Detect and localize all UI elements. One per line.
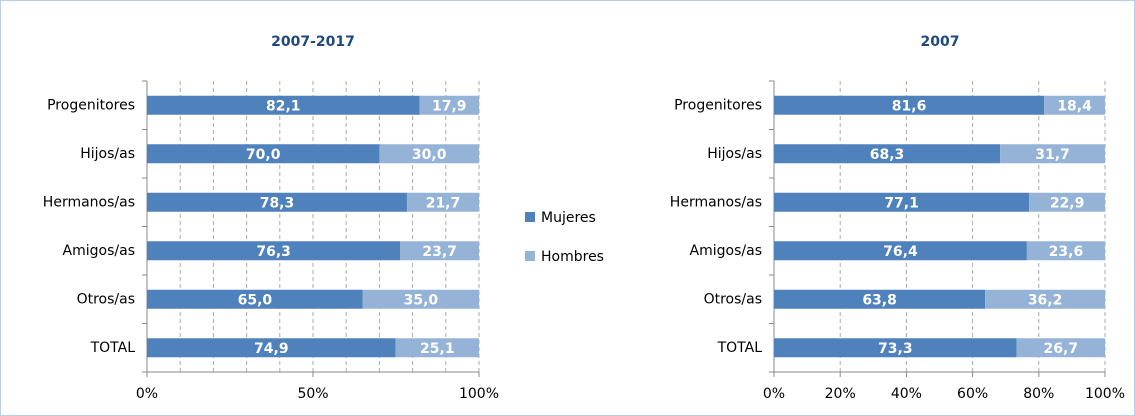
value-label: 36,2 [1028,292,1063,308]
legend-label: Mujeres [541,210,596,226]
y-tick-label: Hijos/as [80,146,135,162]
bar [147,144,380,164]
y-tick-label: Hermanos/as [670,194,762,210]
bar [147,192,407,212]
x-tick-label: 20% [825,386,856,402]
bar [774,241,1027,261]
value-label: 31,7 [1035,147,1070,163]
value-label: 22,9 [1050,195,1085,211]
y-tick-label: Otros/as [704,291,762,307]
x-tick-label: 100% [1085,386,1125,402]
bar [395,338,479,358]
y-tick-label: TOTAL [717,340,763,356]
value-label: 78,3 [260,195,295,211]
bar [774,95,1045,115]
value-label: 23,7 [422,244,457,260]
value-label: 35,0 [404,292,439,308]
bar [774,338,1017,358]
legend-label: Hombres [541,249,604,265]
bar [147,241,401,261]
value-label: 73,3 [878,341,913,357]
value-label: 18,4 [1057,98,1092,114]
x-tick-label: 100% [459,386,499,402]
bar [147,338,396,358]
bar [774,192,1030,212]
value-label: 74,9 [254,341,289,357]
bar [1016,338,1105,358]
y-tick-label: Progenitores [47,97,135,113]
chart-title: 2007-2017 [271,34,355,50]
value-label: 63,8 [862,292,897,308]
y-tick-label: Hermanos/as [43,194,135,210]
legend-swatch [525,251,535,261]
value-label: 82,1 [266,98,301,114]
bar [1044,95,1105,115]
bar [1026,241,1105,261]
bar [379,144,479,164]
bar [1000,144,1105,164]
y-tick-label: Amigos/as [690,243,762,259]
bar [362,289,479,309]
bar [985,289,1105,309]
x-tick-label: 0% [763,386,785,402]
bar [400,241,479,261]
legend-swatch [525,212,535,222]
x-tick-label: 40% [891,386,922,402]
value-label: 21,7 [426,195,461,211]
y-tick-label: Progenitores [674,97,762,113]
value-label: 25,1 [420,341,455,357]
value-label: 26,7 [1044,341,1079,357]
bar [406,192,479,212]
y-tick-label: Amigos/as [63,243,135,259]
value-label: 23,6 [1049,244,1084,260]
x-tick-label: 0% [136,386,158,402]
y-tick-label: Hijos/as [707,146,762,162]
bar [147,289,363,309]
value-label: 68,3 [870,147,905,163]
value-label: 81,6 [892,98,927,114]
value-label: 77,1 [884,195,919,211]
bar [774,289,986,309]
x-tick-label: 60% [957,386,988,402]
y-tick-label: TOTAL [90,340,136,356]
value-label: 70,0 [246,147,281,163]
y-tick-label: Otros/as [77,291,135,307]
value-label: 30,0 [412,147,447,163]
chart-title: 2007 [921,34,960,50]
value-label: 65,0 [238,292,273,308]
value-label: 17,9 [432,98,467,114]
x-tick-label: 80% [1023,386,1054,402]
x-tick-label: 50% [297,386,328,402]
value-label: 76,3 [256,244,291,260]
bar [774,144,1001,164]
bar [1029,192,1105,212]
bar [419,95,479,115]
value-label: 76,4 [883,244,918,260]
bar [147,95,420,115]
